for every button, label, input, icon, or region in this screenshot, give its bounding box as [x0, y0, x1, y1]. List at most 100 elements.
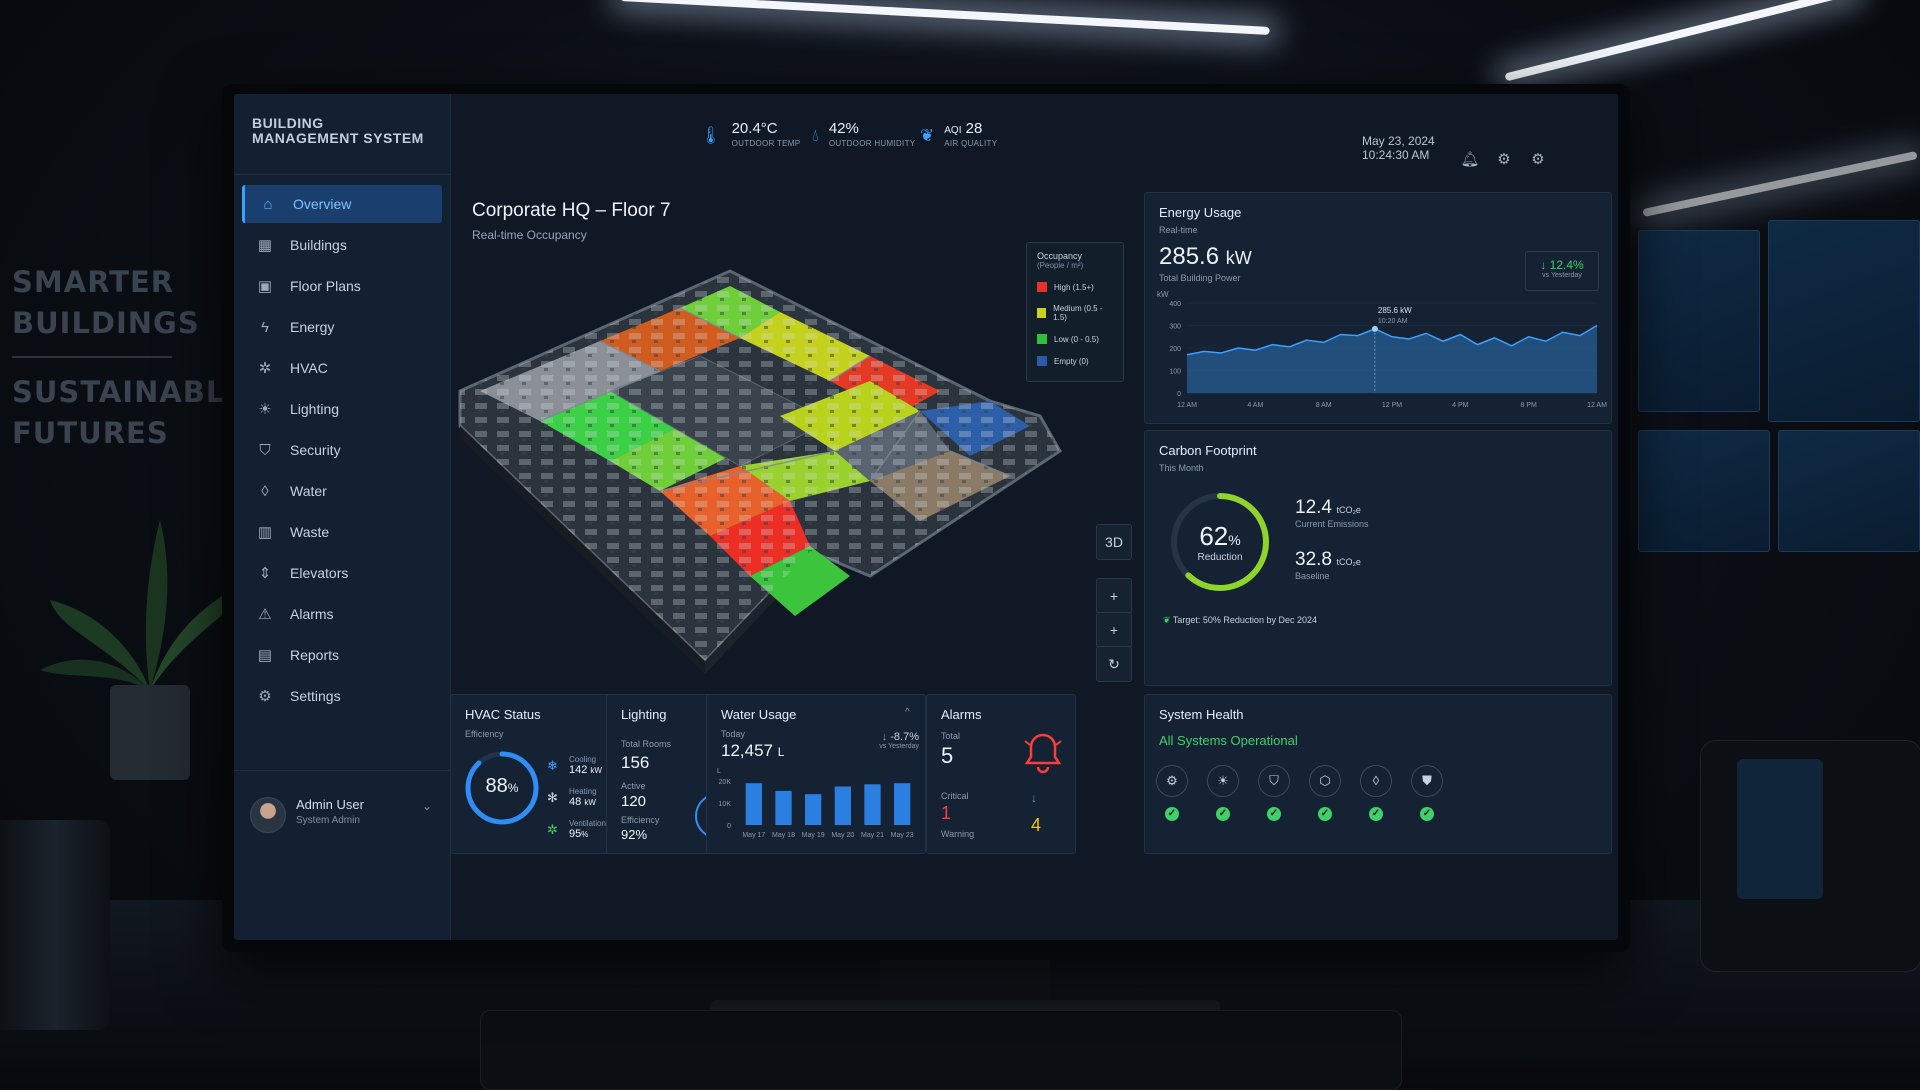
hvac-ventilation: ✲ Ventilation 95%	[547, 819, 606, 840]
legend-swatch	[1037, 282, 1047, 292]
shield-check-icon: ⛊	[1411, 765, 1443, 797]
sidebar-item-hvac[interactable]: ✲ HVAC	[242, 349, 442, 387]
humidity-value: 42%	[828, 120, 859, 137]
add-icon[interactable]: +	[1096, 612, 1132, 648]
check-icon: ✓	[1318, 807, 1332, 821]
view-3d-button[interactable]: 3D	[1096, 524, 1132, 560]
carbon-target: ❦ Target: 50% Reduction by Dec 2024	[1163, 615, 1317, 626]
bell-icon[interactable]: 🔔︎	[1460, 151, 1480, 168]
chevron-down-icon[interactable]: ⌄	[422, 799, 433, 813]
user-name: Admin User	[296, 797, 364, 812]
x-tick-label: 12 AM	[1587, 402, 1607, 409]
sidebar-item-waste[interactable]: ▥ Waste	[242, 513, 442, 551]
floor-plan-panel: Corporate HQ – Floor 7 Real-time Occupan…	[450, 186, 1140, 690]
chevron-up-icon[interactable]: ^	[905, 707, 910, 718]
sidebar-item-security[interactable]: ⛉ Security	[242, 431, 442, 469]
avatar	[250, 797, 286, 833]
temp-label: OUTDOOR TEMP	[731, 139, 801, 148]
sidebar-item-settings[interactable]: ⚙ Settings	[242, 677, 442, 715]
humidity-label: OUTDOOR HUMIDITY	[828, 139, 916, 148]
drop-icon: ◊	[1360, 765, 1392, 797]
gear-icon[interactable]: ⚙	[1531, 151, 1545, 168]
sidebar-item-overview[interactable]: ⌂ Overview	[242, 185, 442, 223]
alarm-bell-icon[interactable]	[1023, 731, 1063, 775]
alarms-card: Alarms Total 5 Critical 1 Warning 4 ↓	[926, 694, 1076, 854]
sidebar-item-label: Water	[290, 483, 327, 499]
hvac-heating: ✻ Heating 48 kW	[547, 787, 597, 808]
wall-text-line: SUSTAINABLE	[12, 375, 247, 409]
y-tick-label: 300	[1169, 324, 1181, 331]
sidebar-item-label: Floor Plans	[290, 278, 361, 294]
sidebar-nav: ⌂ Overview ▦ Buildings ▣ Floor Plans ϟ E…	[234, 175, 450, 728]
legend-item-low: Low (0 - 0.5)	[1037, 334, 1113, 344]
floor-3d-map[interactable]	[450, 246, 1090, 676]
carbon-target-text: Target: 50% Reduction by Dec 2024	[1172, 615, 1317, 625]
legend-item-high: High (1.5+)	[1037, 282, 1113, 292]
series-area	[1187, 325, 1597, 393]
health-system-item[interactable]: ☀ ✓	[1206, 765, 1240, 821]
hex-gear-icon: ⬡	[1309, 765, 1341, 797]
zoom-in-icon[interactable]: +	[1096, 578, 1132, 614]
water-change: ↓ -8.7% vs Yesterday	[849, 731, 919, 750]
alarms-critical: 1	[941, 803, 952, 823]
occupancy-legend: Occupancy (People / m²) High (1.5+) Medi…	[1026, 242, 1124, 382]
fan-icon: ✲	[547, 822, 558, 837]
wall-text-line: BUILDINGS	[12, 306, 200, 340]
aqi-label: AIR QUALITY	[944, 139, 998, 148]
legend-swatch	[1037, 356, 1047, 366]
health-system-item[interactable]: ⬡ ✓	[1308, 765, 1342, 821]
x-tick-label: May 19	[802, 832, 825, 839]
card-title: Energy Usage	[1159, 205, 1242, 220]
sidebar-item-elevators[interactable]: ⇕ Elevators	[242, 554, 442, 592]
x-tick-label: 8 PM	[1520, 402, 1537, 409]
y-tick-label: 20K	[719, 779, 732, 786]
date-time: May 23, 2024 10:24:30 AM	[1362, 134, 1435, 162]
sidebar-item-floor-plans[interactable]: ▣ Floor Plans	[242, 267, 442, 305]
alarms-critical-label: Critical	[941, 791, 969, 801]
y-tick-label: 100	[1169, 369, 1181, 376]
carbon-progress-ring	[1171, 493, 1269, 591]
sidebar-item-lighting[interactable]: ☀ Lighting	[242, 390, 442, 428]
app-title: BUILDING MANAGEMENT SYSTEM	[234, 94, 450, 175]
monitor: BUILDING MANAGEMENT SYSTEM ⌂ Overview ▦ …	[222, 84, 1630, 952]
background-displays	[1628, 200, 1920, 560]
health-system-item[interactable]: ⚙ ✓	[1155, 765, 1189, 821]
energy-icon: ϟ	[261, 318, 269, 336]
sidebar-item-alarms[interactable]: ⚠ Alarms	[242, 595, 442, 633]
rooms-value: 156	[621, 753, 650, 772]
sidebar-item-label: Settings	[290, 688, 341, 704]
user-menu[interactable]: Admin User System Admin ⌄	[234, 770, 450, 841]
settings-gear-icon[interactable]: ⚙	[1497, 151, 1511, 168]
wall-text-line: FUTURES	[12, 416, 169, 450]
check-icon: ✓	[1420, 807, 1434, 821]
x-tick-label: 4 AM	[1247, 402, 1263, 409]
sidebar-item-label: Buildings	[290, 237, 347, 253]
health-system-item[interactable]: ◊ ✓	[1359, 765, 1393, 821]
sidebar-item-energy[interactable]: ϟ Energy	[242, 308, 442, 346]
building-icon: ▦	[257, 237, 273, 254]
health-status: All Systems Operational	[1159, 733, 1298, 748]
carbon-current-label: Current Emissions	[1295, 519, 1369, 529]
sidebar-item-buildings[interactable]: ▦ Buildings	[242, 226, 442, 264]
user-role: System Admin	[296, 815, 360, 826]
health-system-item[interactable]: ⛉ ✓	[1257, 765, 1291, 821]
desk-phone	[1700, 740, 1920, 972]
rooms-label: Total Rooms	[621, 739, 672, 749]
reset-view-icon[interactable]: ↻	[1096, 646, 1132, 682]
leaf-icon: ❦	[920, 126, 935, 145]
sidebar-item-reports[interactable]: ▤ Reports	[242, 636, 442, 674]
tooltip-time: 10:20 AM	[1378, 318, 1408, 325]
water-today: 12,457 L	[721, 741, 785, 760]
carbon-percent: 62% Reduction	[1165, 521, 1275, 563]
y-axis-label: kW	[1157, 290, 1169, 299]
energy-line-chart: kW 0 100 200 300 400 12 AM 4 AM 8 AM 12 PM 4 PM 8 P…	[1157, 290, 1607, 409]
hvac-efficiency-ring	[465, 751, 539, 825]
sidebar-item-label: Lighting	[290, 401, 340, 417]
health-system-item[interactable]: ⛊ ✓	[1410, 765, 1444, 821]
energy-change: 12.4%	[1549, 258, 1584, 272]
card-title: Water Usage	[721, 707, 797, 722]
trash-icon: ▥	[257, 524, 273, 541]
sidebar-item-water[interactable]: ◊ Water	[242, 472, 442, 510]
x-tick-label: May 18	[772, 832, 795, 839]
current-date: May 23, 2024	[1362, 134, 1435, 148]
